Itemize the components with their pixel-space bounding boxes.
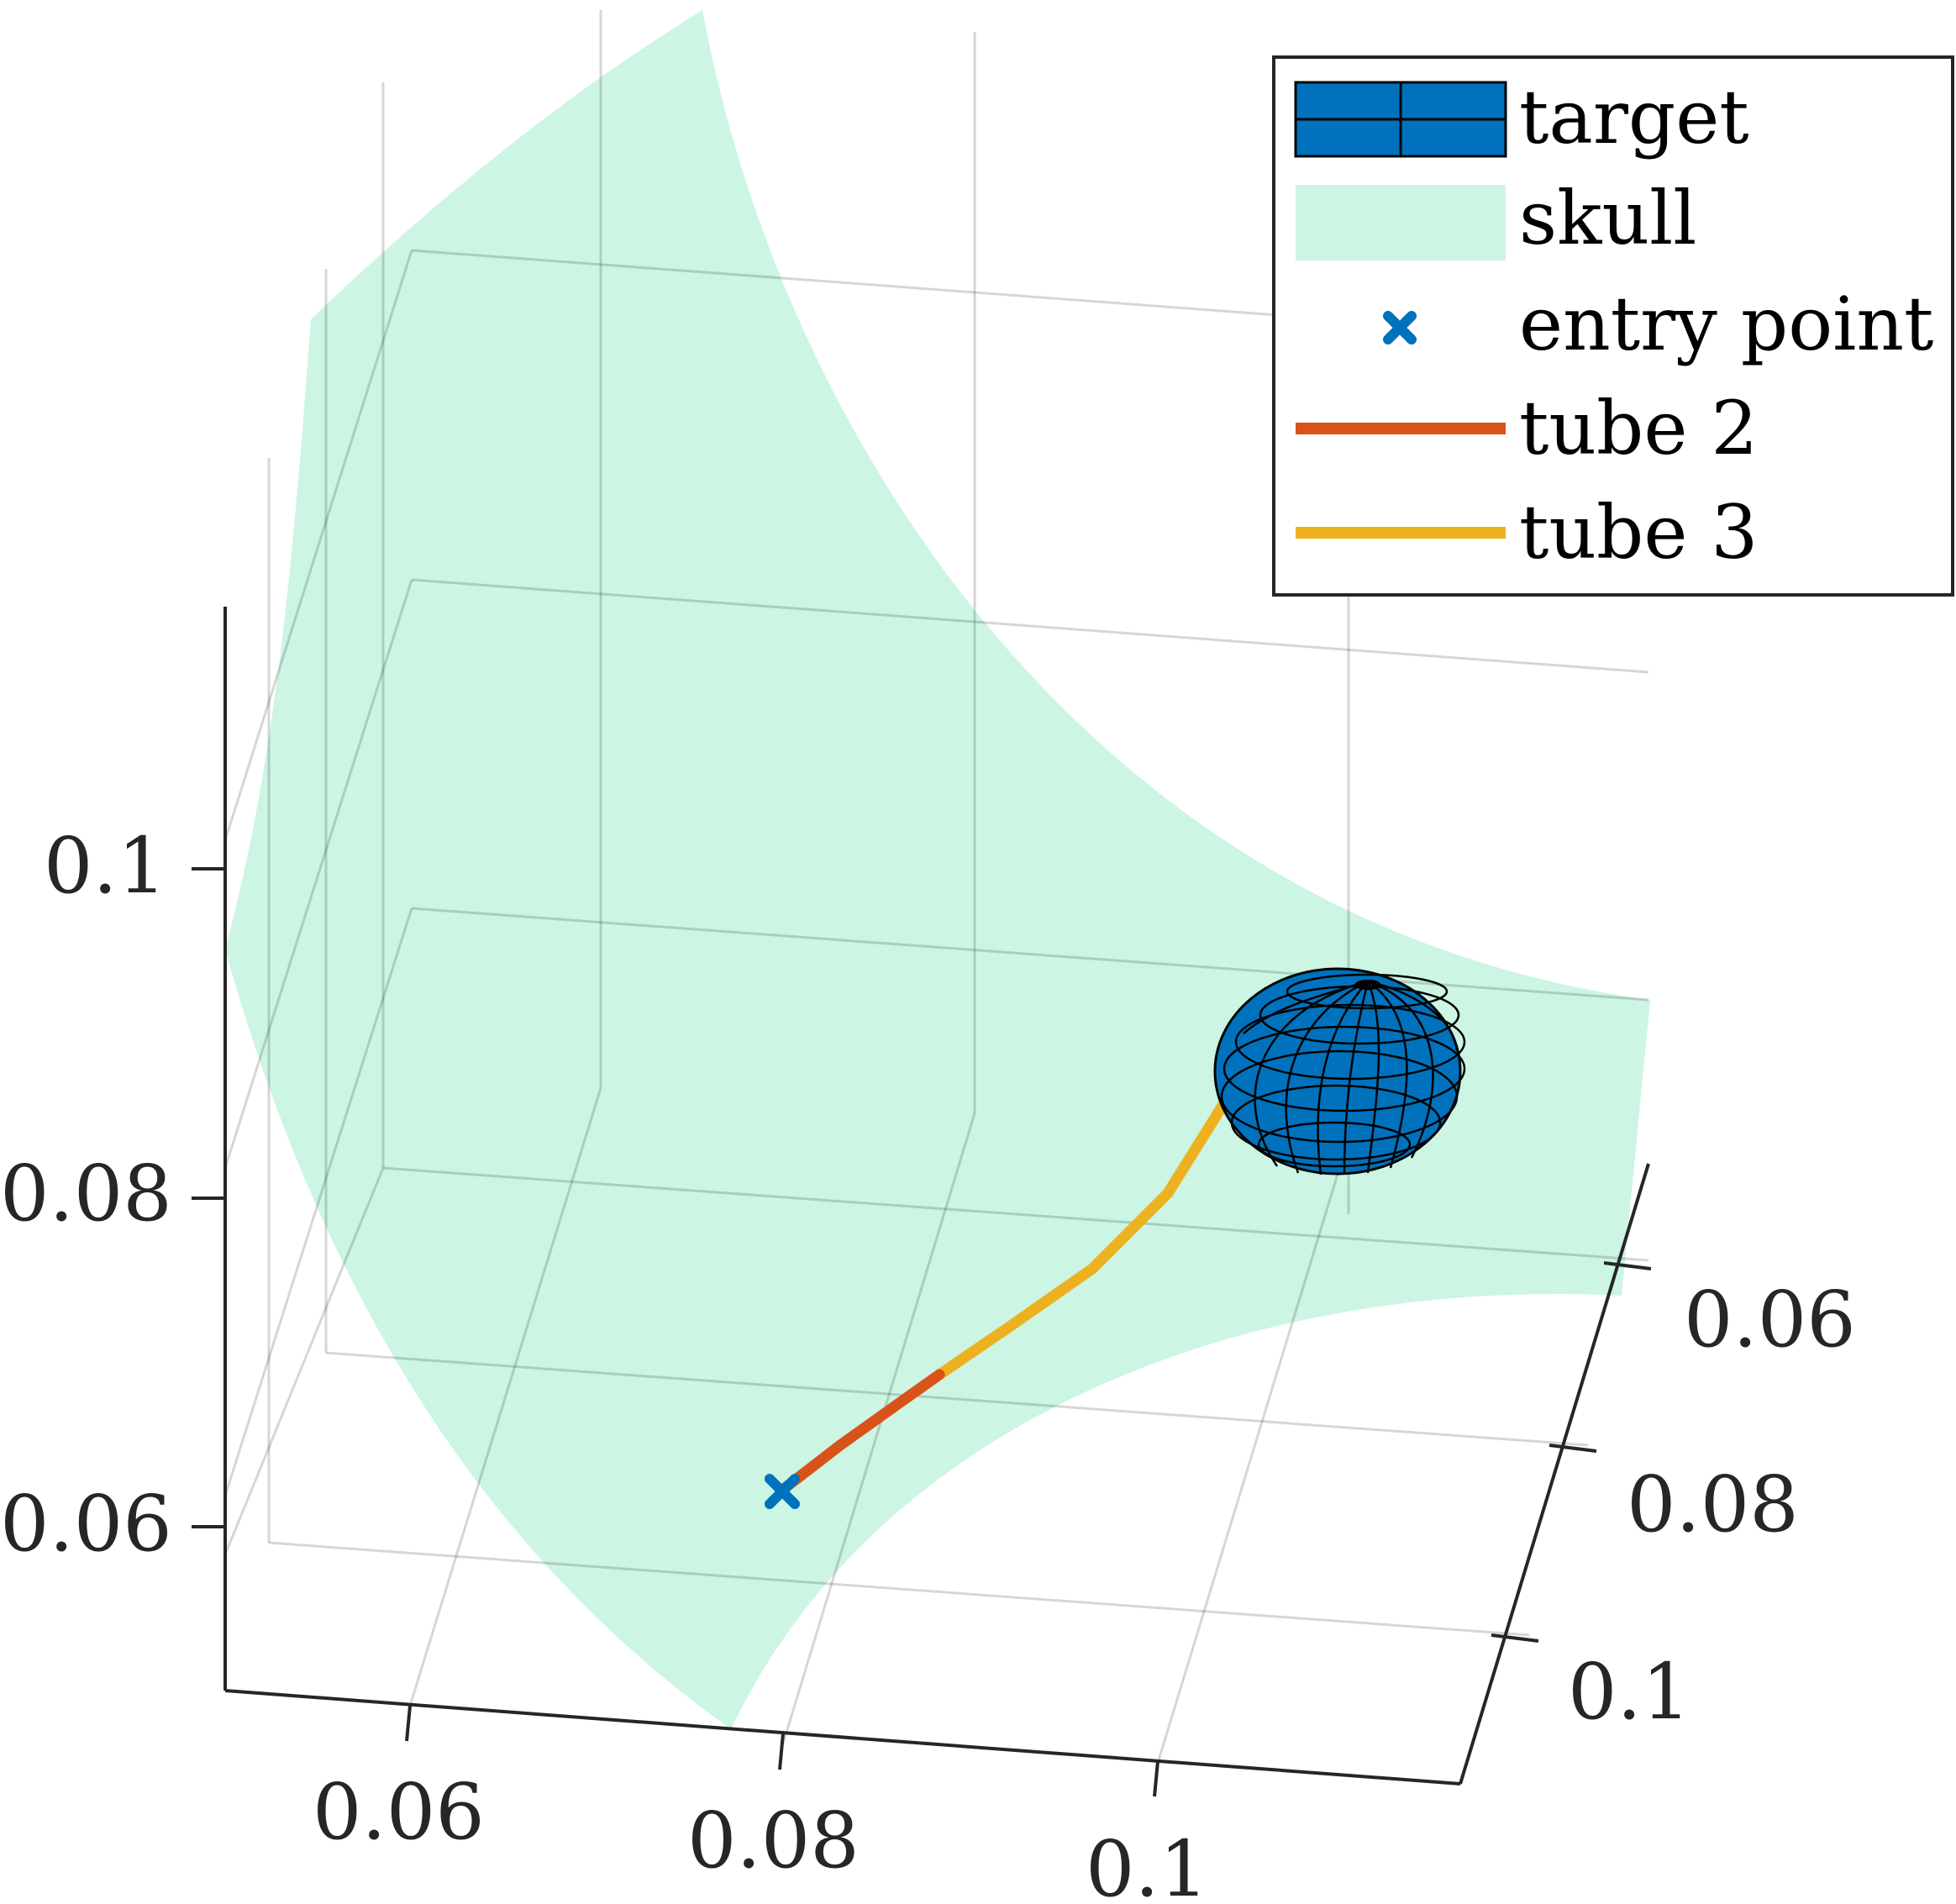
x-tick-label: 0.1 — [1086, 1824, 1208, 1904]
x-tick-label: 0.06 — [313, 1767, 485, 1857]
target-mesh — [1213, 967, 1466, 1176]
legend-entry-tube-3: tube 3 — [1296, 489, 1758, 576]
legend-label-tube-2: tube 2 — [1519, 385, 1758, 471]
x-tick-label: 0.08 — [687, 1796, 860, 1886]
y-tick-label: 0.08 — [1627, 1460, 1799, 1549]
legend-label-target: target — [1519, 74, 1749, 160]
tube-2-line — [776, 1369, 945, 1496]
legend-entry-target: target — [1294, 74, 1749, 160]
legend-entry-skull: skull — [1296, 175, 1696, 261]
legend-entry-entry-point: entry point — [1383, 281, 1933, 367]
axes — [192, 607, 1652, 1797]
z-tick-label: 0.1 — [44, 821, 166, 911]
entry-point-marker — [765, 1474, 800, 1509]
tube-3-line — [933, 1086, 1237, 1381]
legend-label-tube-3: tube 3 — [1519, 489, 1758, 576]
z-tick-label: 0.06 — [0, 1479, 172, 1569]
legend-swatch-entry-point — [1383, 311, 1417, 345]
legend-entry-tube-2: tube 2 — [1296, 385, 1758, 471]
skull-surface — [225, 10, 1650, 1729]
x-axis-line — [224, 1689, 1461, 1786]
z-tick-label: 0.08 — [0, 1149, 172, 1239]
y-axis-line — [1459, 1163, 1650, 1785]
y-tick-label: 0.1 — [1568, 1647, 1690, 1737]
legend-swatch-skull — [1296, 185, 1506, 260]
legend: target skull entry point tube 2 tube 3 — [1272, 55, 1954, 597]
y-tick-label: 0.06 — [1684, 1275, 1856, 1365]
legend-label-skull: skull — [1519, 175, 1696, 261]
legend-label-entry-point: entry point — [1519, 281, 1933, 367]
